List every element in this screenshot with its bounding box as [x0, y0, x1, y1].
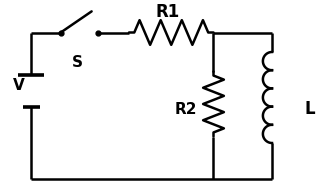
- Text: R1: R1: [156, 3, 180, 21]
- Text: L: L: [304, 100, 315, 118]
- Text: S: S: [72, 55, 83, 70]
- Text: R2: R2: [175, 102, 197, 117]
- Text: V: V: [13, 78, 25, 93]
